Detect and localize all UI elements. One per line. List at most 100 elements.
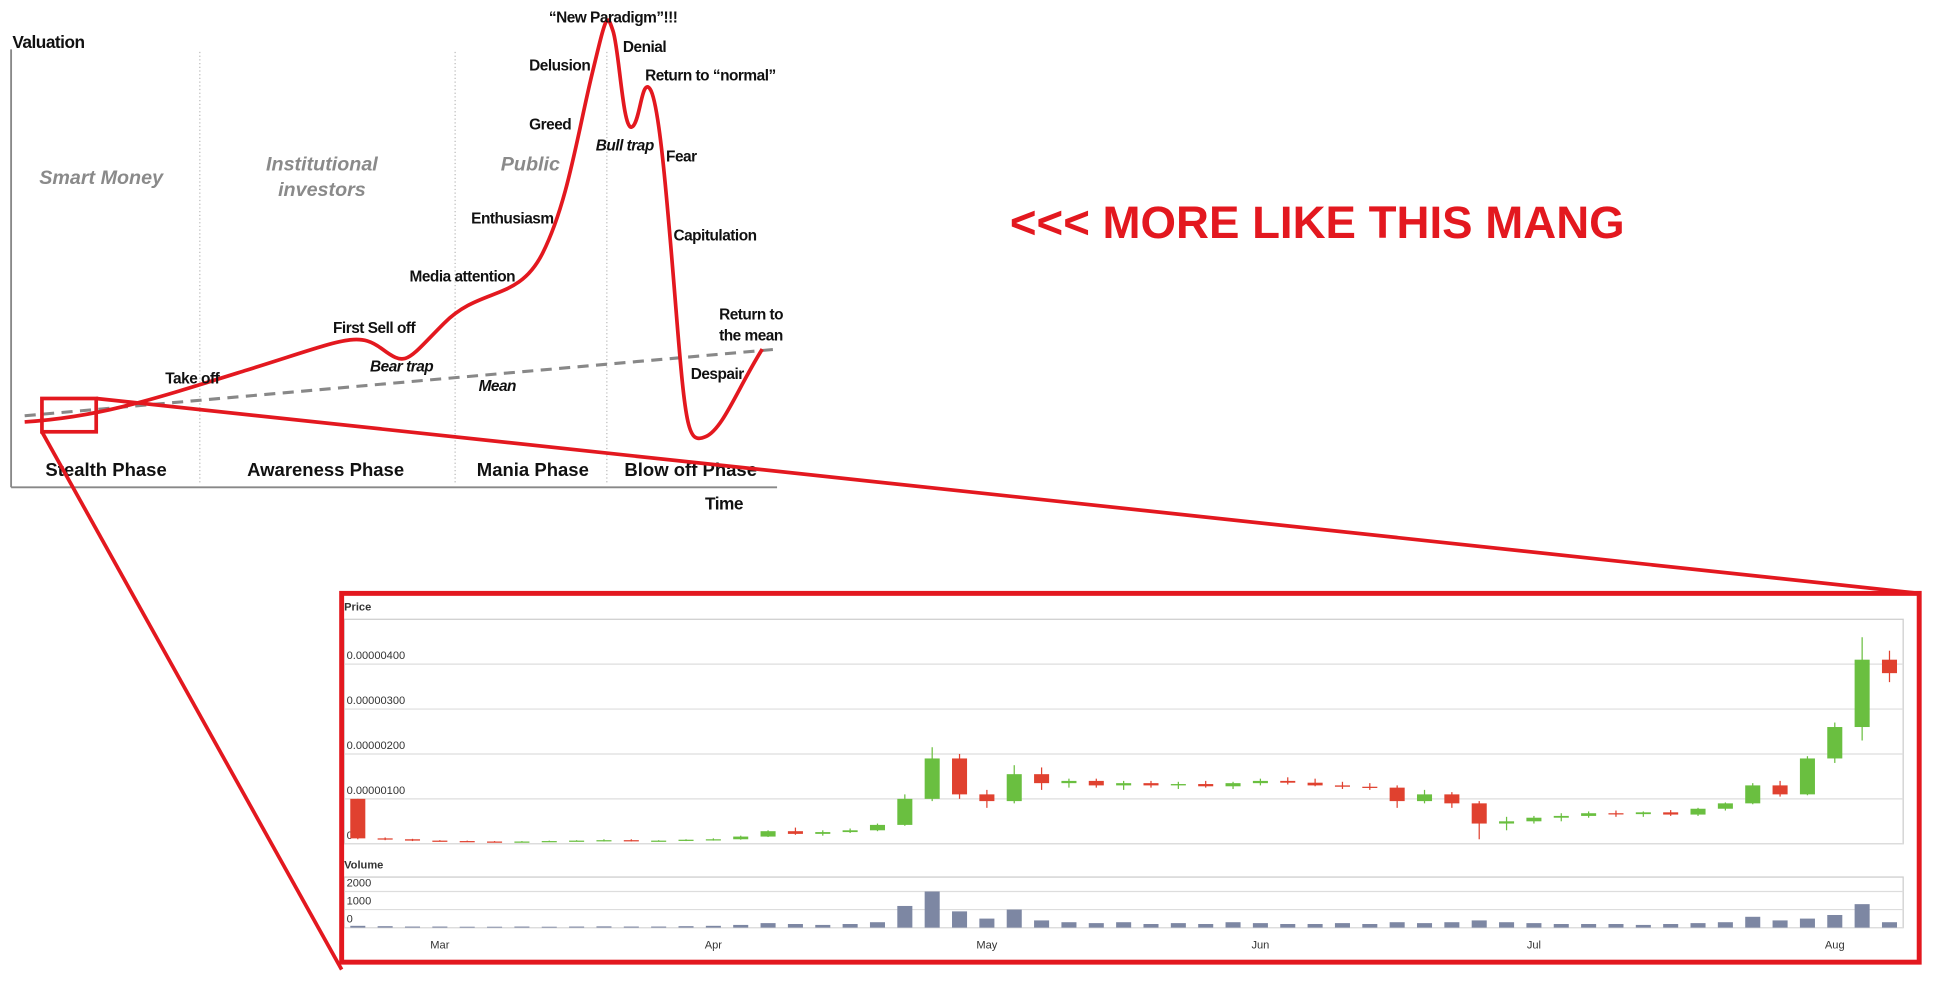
- group-label: Institutional: [266, 153, 378, 175]
- volume-bar: [1034, 920, 1050, 928]
- candle-body: [1088, 780, 1104, 786]
- volume-bar: [623, 926, 639, 928]
- candle-body: [897, 798, 913, 825]
- stage-label: Return to “normal”: [645, 67, 776, 84]
- stage-label: Bear trap: [370, 358, 433, 375]
- volume-bar: [760, 923, 776, 928]
- chart-frame: [339, 590, 1922, 965]
- candle-body: [1526, 817, 1542, 822]
- x-axis-label: Time: [705, 494, 743, 514]
- volume-bar: [869, 922, 886, 928]
- candle-body: [569, 840, 585, 842]
- candle-body: [1608, 813, 1624, 815]
- candle-body: [1116, 783, 1132, 786]
- candle-body: [1170, 784, 1186, 786]
- volume-bar: [1553, 924, 1569, 928]
- candle-body: [432, 840, 448, 842]
- stage-label: First Sell off: [333, 320, 416, 337]
- phase-label: Stealth Phase: [45, 459, 166, 480]
- y-tick-label: 0: [347, 914, 353, 926]
- volume-bar: [1088, 923, 1104, 928]
- stage-label: Denial: [623, 39, 666, 56]
- headline: <<< MORE LIKE THIS MANG: [1010, 197, 1625, 248]
- volume-bar: [596, 926, 612, 928]
- stage-label: Capitulation: [673, 228, 756, 245]
- volume-bar: [1827, 914, 1843, 928]
- phase-label: Awareness Phase: [247, 459, 404, 480]
- x-tick-label: Apr: [705, 940, 723, 952]
- volume-bar: [1690, 923, 1706, 928]
- stage-label: the mean: [719, 328, 783, 345]
- group-label: Smart Money: [39, 167, 164, 189]
- candle-body: [787, 831, 803, 834]
- candle-body: [1827, 727, 1843, 759]
- y-axis-label: Valuation: [12, 32, 84, 52]
- candle-body: [705, 839, 721, 841]
- candle-body: [1034, 774, 1050, 784]
- volume-bar: [350, 925, 366, 928]
- price-plot-area: [343, 618, 1904, 845]
- volume-bar: [897, 905, 913, 928]
- zoom-box: [40, 396, 99, 434]
- valuation-curve: [24, 18, 764, 441]
- volume-bar: [1252, 923, 1268, 928]
- candle-body: [377, 838, 393, 840]
- candle-body: [487, 841, 503, 843]
- volume-bar: [1799, 918, 1815, 928]
- candle-body: [1307, 782, 1323, 786]
- volume-bar: [1471, 920, 1487, 928]
- volume-bar: [1499, 922, 1515, 928]
- x-tick-label: May: [976, 940, 997, 952]
- volume-bar: [377, 926, 393, 928]
- candle-body: [350, 798, 366, 839]
- volume-bar: [1745, 916, 1761, 928]
- volume-bar: [1635, 924, 1651, 928]
- candle-body: [651, 840, 667, 842]
- group-label: investors: [278, 179, 366, 201]
- volume-bar: [1307, 924, 1323, 928]
- zoom-line: [40, 430, 344, 971]
- mean-line: [24, 347, 778, 418]
- candle-body: [1553, 815, 1569, 818]
- volume-bar: [678, 926, 694, 928]
- volume-title: Volume: [344, 859, 383, 871]
- candle-body: [1444, 794, 1460, 804]
- candlestick-chart: Price Volume 0 0.00000100 0.00000200 0.0000…: [343, 602, 1904, 952]
- stage-label: Take off: [165, 371, 220, 388]
- volume-bar: [1116, 922, 1132, 928]
- candle-body: [1061, 780, 1077, 784]
- candle-body: [842, 830, 858, 833]
- stage-label: Greed: [529, 117, 571, 134]
- stage-label: Despair: [691, 366, 745, 383]
- volume-bar: [1225, 922, 1241, 928]
- candle-body: [1362, 786, 1378, 788]
- group-label: Public: [501, 153, 560, 175]
- volume-bar: [432, 926, 448, 928]
- candle-body: [1225, 783, 1241, 787]
- candle-body: [733, 836, 749, 840]
- zoom-line: [96, 396, 1920, 596]
- x-tick-label: Aug: [1825, 940, 1845, 952]
- y-tick-label: 0.00000100: [347, 785, 406, 797]
- volume-bar: [1143, 924, 1159, 928]
- candle-body: [1198, 784, 1214, 787]
- candle-body: [1690, 808, 1706, 815]
- candle-body: [678, 839, 694, 841]
- stage-label: Delusion: [529, 57, 590, 74]
- x-tick-label: Mar: [430, 940, 449, 952]
- candle-body: [979, 794, 995, 802]
- volume-bar: [1608, 924, 1624, 928]
- stage-label: “New Paradigm”!!!: [549, 9, 678, 26]
- volume-bar: [1170, 923, 1186, 928]
- candle-body: [1854, 659, 1870, 728]
- volume-bar: [514, 926, 530, 928]
- y-tick-label: 2000: [347, 878, 372, 890]
- candle-body: [1389, 787, 1405, 802]
- candle-body: [1006, 774, 1022, 802]
- stage-label: Media attention: [409, 268, 515, 285]
- volume-bar: [815, 924, 831, 928]
- x-tick-label: Jul: [1527, 940, 1541, 952]
- y-tick-label: 0: [347, 830, 353, 842]
- volume-bar: [705, 925, 721, 928]
